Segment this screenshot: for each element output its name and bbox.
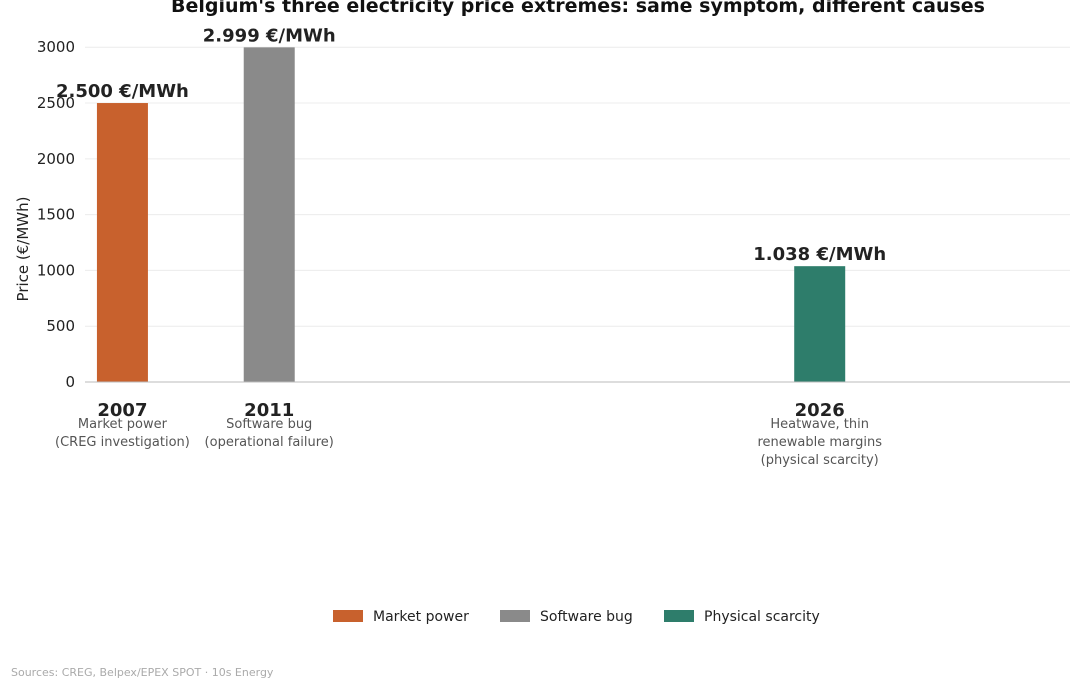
bar-2026 bbox=[794, 266, 846, 382]
bars bbox=[96, 47, 846, 382]
bar-2007 bbox=[96, 103, 148, 382]
y-tick-label: 3000 bbox=[37, 38, 75, 56]
legend-label: Software bug bbox=[540, 609, 633, 625]
value-label: 1.038 €/MWh bbox=[753, 244, 886, 265]
bar-description-line: renewable margins bbox=[757, 435, 882, 450]
y-tick-label: 2500 bbox=[37, 94, 75, 112]
value-label: 2.999 €/MWh bbox=[203, 25, 336, 46]
x-tick-label-year: 2011 bbox=[244, 400, 294, 421]
legend-swatch bbox=[664, 610, 694, 622]
bar-description-line: Software bug bbox=[226, 417, 312, 432]
legend-swatch bbox=[333, 610, 363, 622]
y-tick-label: 500 bbox=[46, 317, 75, 335]
bar-description-line: Market power bbox=[78, 417, 168, 432]
x-tick-label-year: 2026 bbox=[795, 400, 845, 421]
bar-description-line: (physical scarcity) bbox=[761, 453, 879, 468]
gridlines bbox=[85, 46, 1070, 327]
bar-description-line: (CREG investigation) bbox=[55, 435, 190, 450]
y-tick-label: 1500 bbox=[37, 206, 75, 224]
legend-swatch bbox=[500, 610, 530, 622]
bar-2011 bbox=[243, 47, 295, 382]
legend-label: Physical scarcity bbox=[704, 609, 820, 625]
chart-title: Belgium's three electricity price extrem… bbox=[171, 0, 985, 17]
y-tick-label: 2000 bbox=[37, 150, 75, 168]
value-label: 2.500 €/MWh bbox=[56, 81, 189, 102]
y-tick-label: 0 bbox=[65, 373, 75, 391]
x-tick-label-year: 2007 bbox=[97, 400, 147, 421]
source-note: Sources: CREG, Belpex/EPEX SPOT · 10s En… bbox=[11, 666, 274, 679]
bar-description-line: Heatwave, thin bbox=[770, 417, 869, 432]
y-axis-label: Price (€/MWh) bbox=[14, 197, 32, 302]
y-axis-ticks: 0 500 1000 1500 2000 2500 3000 bbox=[37, 38, 75, 391]
legend-label: Market power bbox=[373, 609, 469, 625]
bar-description-line: (operational failure) bbox=[205, 435, 334, 450]
y-tick-label: 1000 bbox=[37, 261, 75, 279]
legend: Market power Software bug Physical scarcit… bbox=[333, 609, 820, 625]
